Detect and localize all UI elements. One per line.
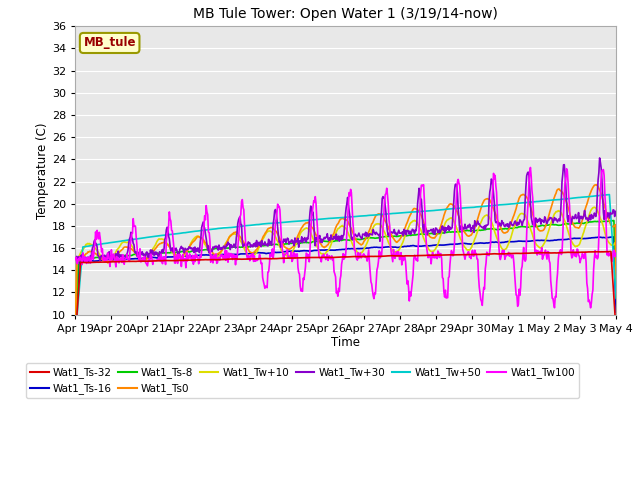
- Wat1_Tw+50: [72, 334, 79, 339]
- Wat1_Ts0: [612, 272, 620, 277]
- Wat1_Ts-32: [220, 257, 228, 263]
- Wat1_Ts-8: [220, 245, 228, 251]
- Wat1_Ts-16: [609, 234, 617, 240]
- Wat1_Ts-16: [72, 341, 79, 347]
- Wat1_Tw100: [612, 250, 620, 255]
- X-axis label: Time: Time: [332, 336, 360, 349]
- Wat1_Tw100: [81, 259, 89, 265]
- Wat1_Tw+30: [412, 228, 420, 234]
- Wat1_Ts-32: [81, 260, 89, 265]
- Wat1_Ts0: [220, 244, 228, 250]
- Wat1_Tw+50: [81, 244, 89, 250]
- Wat1_Ts-32: [412, 253, 419, 259]
- Wat1_Tw+30: [138, 250, 145, 255]
- Wat1_Ts-16: [192, 252, 200, 258]
- Wat1_Tw+10: [72, 341, 79, 347]
- Wat1_Ts-8: [192, 248, 200, 253]
- Wat1_Tw+10: [428, 249, 435, 254]
- Wat1_Tw100: [527, 165, 534, 170]
- Wat1_Tw+50: [428, 208, 435, 214]
- Wat1_Tw+10: [137, 257, 145, 263]
- Wat1_Tw+30: [85, 260, 93, 265]
- Wat1_Ts-16: [81, 258, 89, 264]
- Wat1_Ts-32: [137, 258, 145, 264]
- Wat1_Ts-16: [220, 252, 228, 257]
- Wat1_Tw+30: [612, 211, 620, 217]
- Wat1_Ts-32: [428, 252, 435, 258]
- Wat1_Ts-8: [609, 217, 617, 223]
- Wat1_Ts-32: [607, 249, 615, 254]
- Wat1_Tw+30: [221, 246, 229, 252]
- Wat1_Tw100: [587, 305, 595, 311]
- Line: Wat1_Ts0: Wat1_Ts0: [76, 185, 616, 345]
- Wat1_Ts-8: [137, 252, 145, 257]
- Line: Wat1_Tw100: Wat1_Tw100: [76, 168, 616, 308]
- Wat1_Tw+50: [412, 209, 419, 215]
- Wat1_Ts0: [137, 256, 145, 262]
- Wat1_Tw+50: [612, 295, 620, 301]
- Wat1_Tw100: [220, 256, 228, 262]
- Line: Wat1_Ts-32: Wat1_Ts-32: [76, 252, 616, 338]
- Wat1_Ts-32: [72, 336, 79, 341]
- Wat1_Tw+10: [591, 204, 598, 210]
- Wat1_Ts-8: [412, 232, 419, 238]
- Wat1_Ts0: [81, 252, 89, 258]
- Wat1_Ts-8: [72, 339, 79, 345]
- Wat1_Ts-16: [612, 310, 620, 315]
- Wat1_Ts-32: [192, 257, 200, 263]
- Wat1_Tw100: [137, 259, 145, 264]
- Wat1_Ts0: [593, 182, 600, 188]
- Line: Wat1_Ts-16: Wat1_Ts-16: [76, 237, 616, 344]
- Wat1_Ts-16: [137, 256, 145, 262]
- Legend: Wat1_Ts-32, Wat1_Ts-16, Wat1_Ts-8, Wat1_Ts0, Wat1_Tw+10, Wat1_Tw+30, Wat1_Tw+50,: Wat1_Ts-32, Wat1_Ts-16, Wat1_Ts-8, Wat1_…: [26, 363, 579, 398]
- Line: Wat1_Tw+10: Wat1_Tw+10: [76, 207, 616, 344]
- Wat1_Ts-8: [428, 230, 435, 236]
- Line: Wat1_Ts-8: Wat1_Ts-8: [76, 220, 616, 342]
- Wat1_Tw100: [428, 261, 435, 267]
- Wat1_Tw+30: [428, 228, 436, 233]
- Wat1_Tw100: [192, 251, 200, 257]
- Wat1_Tw+10: [412, 218, 419, 224]
- Wat1_Tw100: [72, 256, 79, 262]
- Wat1_Tw+10: [81, 244, 89, 250]
- Wat1_Tw+50: [192, 228, 200, 234]
- Wat1_Ts-32: [612, 330, 620, 336]
- Wat1_Tw+30: [193, 246, 200, 252]
- Y-axis label: Temperature (C): Temperature (C): [36, 122, 49, 219]
- Wat1_Ts-8: [612, 294, 620, 300]
- Wat1_Tw+10: [612, 285, 620, 290]
- Wat1_Tw+30: [596, 155, 604, 161]
- Wat1_Ts0: [192, 236, 200, 242]
- Wat1_Tw+10: [220, 243, 228, 249]
- Wat1_Tw+30: [81, 255, 89, 261]
- Wat1_Tw+10: [192, 234, 200, 240]
- Wat1_Tw+50: [137, 236, 145, 241]
- Wat1_Ts0: [412, 206, 419, 212]
- Wat1_Tw+50: [605, 192, 613, 197]
- Title: MB Tule Tower: Open Water 1 (3/19/14-now): MB Tule Tower: Open Water 1 (3/19/14-now…: [193, 7, 498, 21]
- Wat1_Ts-16: [428, 243, 435, 249]
- Wat1_Ts-8: [81, 255, 89, 261]
- Line: Wat1_Tw+50: Wat1_Tw+50: [76, 194, 616, 336]
- Wat1_Ts0: [428, 235, 435, 240]
- Wat1_Tw+50: [220, 225, 228, 231]
- Line: Wat1_Tw+30: Wat1_Tw+30: [76, 158, 616, 263]
- Text: MB_tule: MB_tule: [83, 36, 136, 49]
- Wat1_Ts-16: [412, 243, 419, 249]
- Wat1_Ts0: [72, 342, 79, 348]
- Wat1_Tw100: [412, 254, 419, 260]
- Wat1_Tw+30: [72, 256, 79, 262]
